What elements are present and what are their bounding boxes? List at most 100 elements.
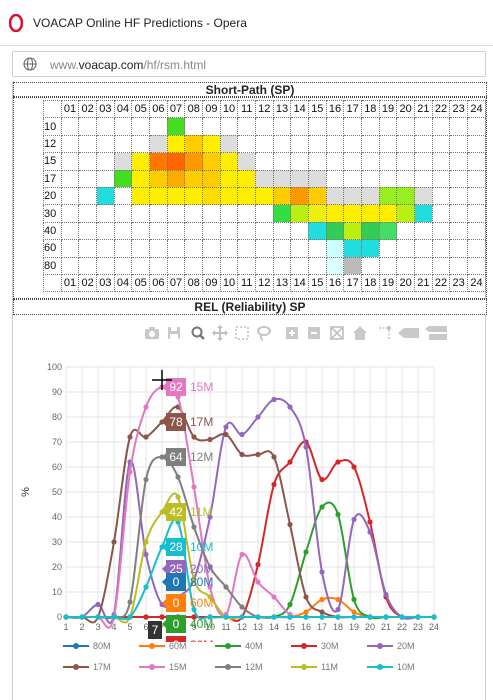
prediction-cell[interactable] <box>202 256 221 275</box>
prediction-cell[interactable] <box>96 256 115 275</box>
prediction-cell[interactable] <box>96 134 115 154</box>
prediction-cell[interactable] <box>149 169 168 188</box>
prediction-cell[interactable] <box>149 134 168 154</box>
prediction-cell[interactable] <box>272 256 292 275</box>
data-point[interactable] <box>431 614 437 620</box>
prediction-cell[interactable] <box>219 239 239 258</box>
data-point[interactable] <box>127 614 133 620</box>
prediction-cell[interactable] <box>467 186 486 206</box>
prediction-cell[interactable] <box>96 152 115 171</box>
prediction-cell[interactable] <box>396 186 415 206</box>
prediction-cell[interactable] <box>414 239 433 258</box>
prediction-cell[interactable] <box>343 134 362 154</box>
data-point[interactable] <box>351 464 357 470</box>
prediction-cell[interactable] <box>431 186 451 206</box>
prediction-cell[interactable] <box>467 134 486 154</box>
data-point[interactable] <box>127 434 133 440</box>
prediction-cell[interactable] <box>60 221 80 241</box>
prediction-cell[interactable] <box>290 256 309 275</box>
legend-item[interactable]: 30M <box>291 640 339 652</box>
prediction-cell[interactable] <box>202 152 221 171</box>
prediction-cell[interactable] <box>396 134 415 154</box>
data-point[interactable] <box>223 584 229 590</box>
prediction-cell[interactable] <box>166 239 186 258</box>
data-point[interactable] <box>239 451 245 458</box>
data-point[interactable] <box>111 614 117 620</box>
prediction-cell[interactable] <box>237 117 256 136</box>
prediction-cell[interactable] <box>272 221 292 241</box>
data-point[interactable] <box>287 601 293 608</box>
prediction-cell[interactable] <box>449 221 469 241</box>
prediction-cell[interactable] <box>272 117 292 136</box>
prediction-cell[interactable] <box>467 221 486 241</box>
data-point[interactable] <box>287 614 293 620</box>
data-point[interactable] <box>143 539 149 545</box>
prediction-cell[interactable] <box>131 204 151 223</box>
prediction-cell[interactable] <box>96 117 115 136</box>
prediction-cell[interactable] <box>219 186 239 206</box>
data-point[interactable] <box>223 431 229 438</box>
prediction-cell[interactable] <box>307 221 327 241</box>
prediction-cell[interactable] <box>343 256 362 275</box>
prediction-cell[interactable] <box>254 152 274 171</box>
data-point[interactable] <box>255 451 261 458</box>
prediction-cell[interactable] <box>166 256 186 275</box>
prediction-cell[interactable] <box>237 239 256 258</box>
data-point[interactable] <box>191 524 197 530</box>
prediction-cell[interactable] <box>378 134 398 154</box>
prediction-cell[interactable] <box>96 169 115 188</box>
prediction-cell[interactable] <box>325 221 345 241</box>
prediction-cell[interactable] <box>237 221 256 241</box>
prediction-cell[interactable] <box>219 256 239 275</box>
data-point[interactable] <box>287 404 293 410</box>
address-bar[interactable]: www.voacap.com/hf/rsm.html <box>12 51 486 77</box>
series-line-15m[interactable] <box>65 384 434 629</box>
prediction-cell[interactable] <box>184 204 204 223</box>
legend-item[interactable]: 12M <box>215 661 263 673</box>
prediction-cell[interactable] <box>78 134 98 154</box>
prediction-cell[interactable] <box>96 221 115 241</box>
data-point[interactable] <box>63 614 69 620</box>
data-point[interactable] <box>191 434 197 440</box>
prediction-cell[interactable] <box>467 256 486 275</box>
prediction-cell[interactable] <box>449 186 469 206</box>
prediction-cell[interactable] <box>431 239 451 258</box>
prediction-cell[interactable] <box>254 169 274 188</box>
prediction-cell[interactable] <box>378 169 398 188</box>
prediction-cell[interactable] <box>96 186 115 206</box>
prediction-cell[interactable] <box>378 186 398 206</box>
autoscale-icon[interactable] <box>328 324 346 342</box>
prediction-cell[interactable] <box>60 117 80 136</box>
prediction-cell[interactable] <box>414 221 433 241</box>
prediction-cell[interactable] <box>378 117 398 136</box>
prediction-cell[interactable] <box>272 152 292 171</box>
data-point[interactable] <box>335 511 341 518</box>
prediction-cell[interactable] <box>378 221 398 241</box>
data-point[interactable] <box>367 519 373 525</box>
prediction-cell[interactable] <box>113 221 133 241</box>
prediction-cell[interactable] <box>343 169 362 188</box>
prediction-cell[interactable] <box>396 169 415 188</box>
prediction-cell[interactable] <box>131 221 151 241</box>
prediction-cell[interactable] <box>78 169 98 188</box>
prediction-cell[interactable] <box>467 152 486 171</box>
prediction-cell[interactable] <box>290 186 309 206</box>
prediction-cell[interactable] <box>60 134 80 154</box>
data-point[interactable] <box>207 436 213 443</box>
data-point[interactable] <box>335 606 341 613</box>
prediction-cell[interactable] <box>467 117 486 136</box>
prediction-cell[interactable] <box>78 152 98 171</box>
legend-item[interactable]: 20M <box>367 640 415 652</box>
prediction-cell[interactable] <box>96 239 115 258</box>
prediction-cell[interactable] <box>184 152 204 171</box>
prediction-cell[interactable] <box>431 256 451 275</box>
prediction-cell[interactable] <box>272 134 292 154</box>
prediction-cell[interactable] <box>254 239 274 258</box>
prediction-cell[interactable] <box>343 221 362 241</box>
data-point[interactable] <box>79 614 85 620</box>
prediction-cell[interactable] <box>184 239 204 258</box>
prediction-cell[interactable] <box>307 169 327 188</box>
data-point[interactable] <box>399 614 405 620</box>
data-point[interactable] <box>255 579 261 585</box>
prediction-cell[interactable] <box>360 256 380 275</box>
